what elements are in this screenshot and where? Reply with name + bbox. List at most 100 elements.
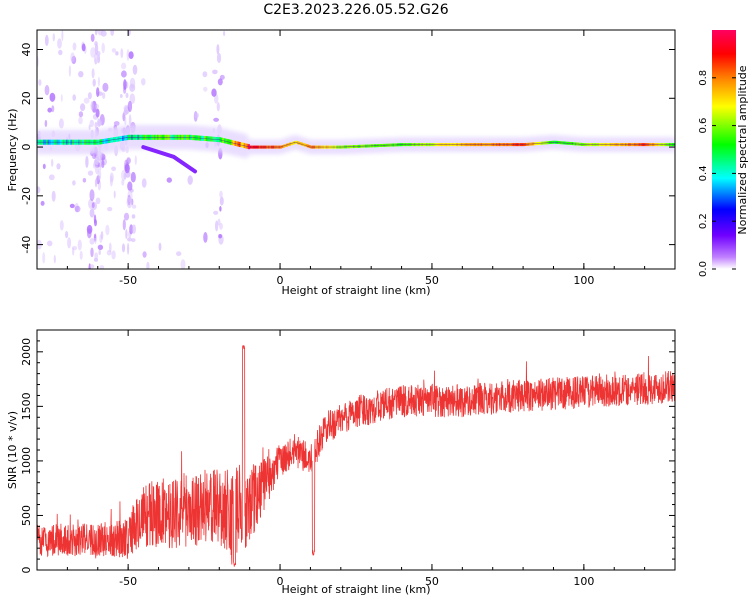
noise-speck	[180, 259, 186, 269]
noise-speck	[216, 52, 222, 64]
noise-speck	[58, 118, 64, 129]
noise-speck	[128, 30, 131, 36]
noise-speck	[127, 100, 133, 113]
noise-speck	[95, 108, 100, 118]
noise-speck	[44, 34, 49, 47]
y-tick-label: 2000	[20, 338, 33, 366]
noise-speck	[126, 157, 131, 165]
noise-speck	[111, 166, 116, 172]
y-tick-label: 0	[20, 567, 33, 574]
noise-speck	[109, 175, 113, 187]
noise-speck	[78, 116, 83, 125]
noise-speck	[48, 174, 55, 181]
noise-speck	[105, 224, 110, 236]
noise-speck	[219, 222, 223, 230]
y-tick-label: -40	[20, 236, 33, 254]
colorbar-tick-label: 0.8	[698, 70, 709, 86]
noise-speck	[126, 196, 133, 209]
noise-speck	[128, 51, 134, 59]
noise-speck	[134, 155, 137, 166]
y-tick-label: 20	[20, 91, 33, 105]
noise-speck	[99, 265, 105, 269]
noise-speck	[216, 102, 220, 112]
noise-speck	[107, 206, 113, 212]
snr-xlabel: Height of straight line (km)	[281, 583, 430, 596]
noise-speck	[58, 49, 63, 56]
noise-speck	[120, 48, 124, 59]
noise-speck	[81, 43, 86, 52]
noise-speck	[74, 202, 79, 213]
noise-speck	[96, 87, 100, 98]
snr-content	[37, 345, 675, 567]
noise-speck	[125, 229, 128, 240]
noise-speck	[130, 171, 136, 183]
noise-speck	[129, 93, 136, 104]
noise-speck	[121, 243, 126, 253]
noise-speck	[110, 30, 115, 36]
spectrogram-panel: -50 0 50 100 -40 -20 0 20 40 Height of straight …	[6, 29, 676, 297]
noise-speck	[113, 190, 116, 199]
noise-speck	[94, 121, 98, 129]
noise-speck	[49, 92, 56, 102]
noise-speck	[89, 189, 95, 202]
noise-speck	[101, 159, 105, 169]
noise-speck	[121, 70, 127, 78]
spectrogram-content	[37, 30, 675, 269]
noise-speck	[124, 159, 128, 172]
noise-speck	[89, 238, 95, 245]
noise-speck	[123, 212, 130, 221]
colorbar: 0.0 0.2 0.4 0.6 0.8 Normalized spectral ampl…	[698, 30, 749, 277]
noise-speck	[202, 71, 208, 78]
noise-speck	[99, 234, 103, 244]
noise-speck	[68, 65, 71, 77]
noise-speck	[78, 111, 84, 118]
noise-speck	[97, 30, 104, 36]
noise-speck	[91, 202, 95, 209]
noise-speck	[131, 214, 136, 219]
noise-speck	[44, 85, 50, 96]
x-tick-label: 50	[425, 575, 439, 588]
colorbar-gradient	[712, 30, 736, 269]
noise-speck	[121, 179, 125, 186]
noise-speck	[97, 120, 103, 127]
noise-speck	[109, 242, 112, 253]
noise-speck	[52, 33, 55, 42]
noise-speck	[51, 105, 55, 113]
noise-speck	[77, 239, 82, 251]
colorbar-label: Normalized spectral amplitude	[736, 65, 749, 234]
noise-speck	[88, 124, 91, 131]
noise-speck	[101, 42, 105, 54]
noise-speck	[124, 163, 130, 174]
noise-speck	[100, 231, 104, 240]
noise-speck	[111, 48, 117, 53]
noise-speck	[90, 33, 95, 43]
noise-speck	[129, 224, 134, 235]
noise-speck	[131, 238, 136, 243]
noise-speck	[217, 218, 221, 226]
y-tick-label: 40	[20, 43, 33, 57]
noise-speck	[223, 30, 226, 37]
noise-speck	[46, 240, 53, 247]
noise-speck	[187, 175, 193, 185]
noise-speck	[219, 196, 224, 206]
x-tick-label: -50	[119, 575, 137, 588]
noise-speck	[44, 119, 48, 128]
noise-speck	[80, 103, 86, 112]
noise-speck	[42, 163, 46, 170]
noise-speck	[176, 251, 182, 257]
noise-speck	[51, 158, 54, 167]
noise-speck	[87, 228, 92, 239]
y-tick-label: 1500	[20, 392, 33, 420]
noise-speck	[60, 94, 63, 102]
y-tick-label: -20	[20, 187, 33, 205]
x-tick-label: 100	[573, 274, 594, 287]
noise-speck	[93, 53, 99, 65]
spectrogram-axes: -50 0 50 100 -40 -20 0 20 40	[20, 30, 676, 287]
colorbar-tick-label: 0.4	[698, 165, 709, 181]
noise-speck	[93, 237, 97, 242]
noise-speck	[38, 79, 42, 86]
noise-speck	[94, 43, 99, 56]
noise-speck	[47, 107, 52, 113]
